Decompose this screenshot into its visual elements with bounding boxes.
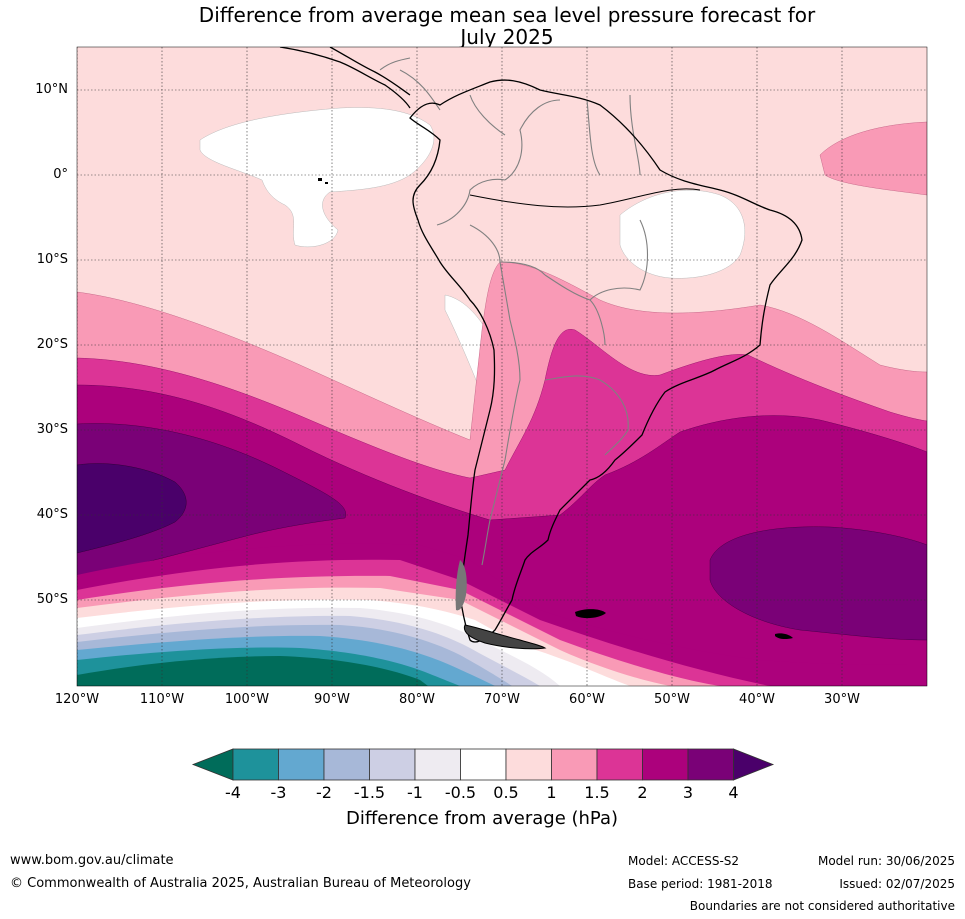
footer-copyright: © Commonwealth of Australia 2025, Austra…	[10, 876, 471, 891]
colorbar-tick: 2	[637, 783, 648, 802]
colorbar-tick: 0.5	[493, 783, 519, 802]
colorbar-tick: 1	[546, 783, 557, 802]
chile-fjords	[455, 560, 467, 611]
footer-website: www.bom.gov.au/climate	[10, 853, 174, 868]
neutral-area-brazil	[619, 190, 746, 279]
colorbar-tick: 3	[682, 783, 694, 802]
map-fields	[77, 47, 927, 686]
coastline-central-america-north	[329, 47, 411, 96]
footer-base-period: Base period: 1981-2018	[628, 877, 773, 891]
colorbar-tick: -1.5	[353, 783, 386, 802]
graticule	[77, 47, 927, 686]
lon-label-100w: 100°W	[224, 692, 270, 707]
neutral-area-east-pacific	[199, 107, 435, 248]
map-title: Difference from average mean sea level p…	[0, 4, 965, 48]
lat-label-20s: 20°S	[36, 337, 68, 352]
amazon-river	[469, 188, 701, 208]
footer-disclaimer: Boundaries are not considered authoritat…	[689, 899, 955, 913]
anomaly-core-above-4	[77, 463, 187, 554]
lon-label-110w: 110°W	[139, 692, 185, 707]
lat-label-10n: 10°N	[35, 82, 68, 97]
falkland-islands	[575, 609, 606, 619]
anomaly-band-south-neg-4	[77, 656, 428, 686]
lat-label-50s: 50°S	[36, 592, 68, 607]
title-line-1: Difference from average mean sea level p…	[198, 3, 816, 27]
footer-model: Model: ACCESS-S2	[628, 854, 740, 868]
colorbar-tick: -2	[316, 783, 332, 802]
lat-label-40s: 40°S	[36, 507, 68, 522]
anomaly-band-3-4-west	[77, 423, 346, 579]
tierra-del-fuego	[463, 624, 547, 650]
lon-label-40w: 40°W	[739, 692, 775, 707]
anomaly-patch-atlantic-1-1.5	[819, 121, 927, 196]
coastline-south-america	[409, 79, 803, 643]
galapagos-islands	[318, 178, 328, 184]
colorbar-tick: 1.5	[584, 783, 610, 802]
lat-label-0: 0°	[53, 167, 68, 182]
map-frame	[76, 46, 928, 687]
title-line-2: July 2025	[460, 25, 554, 49]
colorbar-tick: -4	[225, 783, 241, 802]
footer-model-run: Model run: 30/06/2025	[817, 854, 955, 868]
colorbar-tick: 4	[728, 783, 739, 802]
lon-label-80w: 80°W	[399, 692, 435, 707]
lon-label-70w: 70°W	[484, 692, 520, 707]
lon-label-30w: 30°W	[824, 692, 860, 707]
south-georgia	[775, 633, 793, 640]
coastline-central-america	[279, 47, 411, 109]
lon-label-120w: 120°W	[54, 692, 100, 707]
lon-label-90w: 90°W	[314, 692, 350, 707]
colorbar-tick: -3	[270, 783, 287, 802]
lon-label-50w: 50°W	[654, 692, 690, 707]
colorbar-tick: -0.5	[444, 783, 477, 802]
lat-label-30s: 30°S	[36, 422, 68, 437]
colorbar-tick: -1	[407, 783, 423, 802]
footer-issued: Issued: 02/07/2025	[839, 877, 955, 891]
colorbar-title: Difference from average (hPa)	[345, 808, 619, 829]
country-borders	[379, 57, 648, 566]
lat-label-10s: 10°S	[36, 252, 68, 267]
lon-label-60w: 60°W	[569, 692, 605, 707]
